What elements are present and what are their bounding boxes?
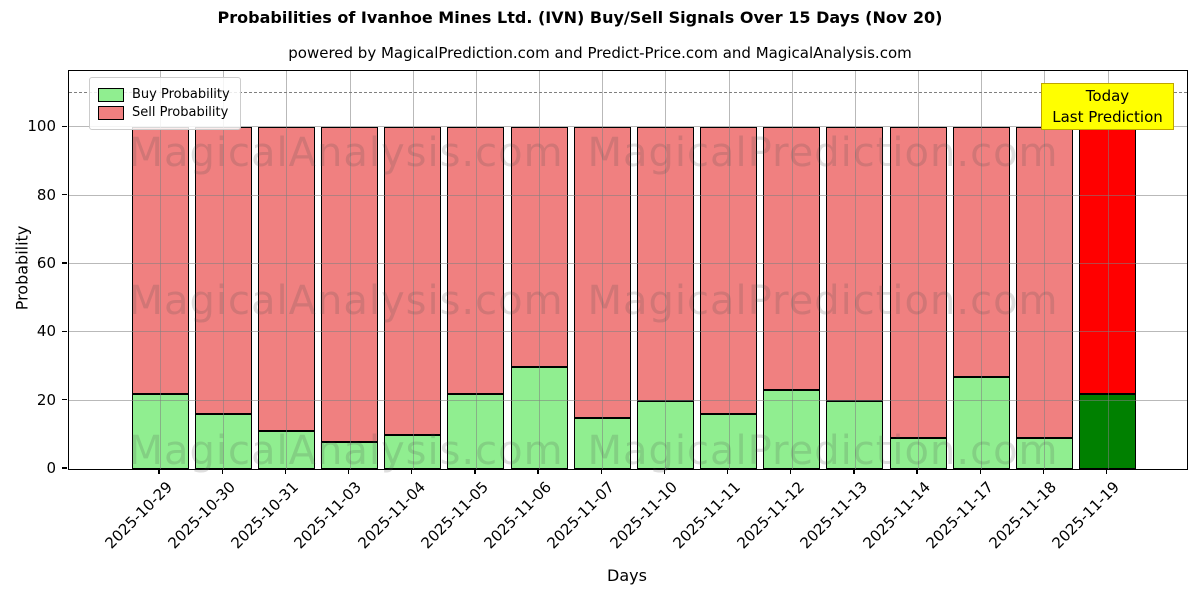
x-tick-label: 2025-11-10: [606, 478, 682, 553]
y-tick-label: 40: [36, 322, 56, 341]
watermark-left: MagicalAnalysis.com: [128, 428, 564, 474]
x-tick-mark: [411, 469, 413, 474]
legend-label-buy: Buy Probability: [132, 87, 230, 102]
x-tick-label: 2025-11-19: [1048, 478, 1124, 553]
chart-subtitle: powered by MagicalPrediction.com and Pre…: [288, 44, 912, 62]
vertical-gridline: [1107, 71, 1109, 469]
x-tick-label: 2025-10-29: [101, 478, 176, 553]
watermark-left: MagicalAnalysis.com: [128, 130, 564, 176]
vertical-gridline: [1044, 71, 1046, 469]
x-tick-mark: [916, 469, 918, 474]
x-tick-mark: [1105, 469, 1108, 474]
y-tick-mark: [62, 330, 67, 332]
chart-title: Probabilities of Ivanhoe Mines Ltd. (IVN…: [217, 8, 943, 27]
buy-swatch-icon: [98, 87, 124, 102]
x-tick-label: 2025-11-18: [985, 478, 1061, 553]
x-tick-mark: [663, 469, 666, 474]
legend: Buy Probability Sell Probability: [89, 77, 241, 130]
x-tick-mark: [790, 469, 792, 474]
x-tick-label: 2025-10-30: [164, 478, 239, 553]
today-annotation-line2: Last Prediction: [1052, 108, 1163, 126]
x-tick-label: 2025-11-06: [480, 478, 555, 553]
y-tick-label: 20: [36, 390, 56, 409]
x-tick-mark: [221, 469, 223, 474]
x-tick-label: 2025-11-03: [290, 478, 366, 553]
x-tick-mark: [853, 469, 855, 474]
vertical-gridline: [665, 71, 667, 469]
legend-item-sell: Sell Probability: [98, 105, 230, 120]
vertical-gridline: [981, 71, 983, 469]
y-tick-mark: [62, 262, 67, 264]
y-tick-label: 80: [36, 185, 56, 204]
x-tick-label: 2025-11-04: [354, 478, 429, 553]
plot-area: Buy Probability Sell Probability Today L…: [68, 70, 1188, 474]
x-tick-mark: [158, 469, 160, 474]
today-annotation-line1: Today: [1085, 87, 1130, 105]
legend-item-buy: Buy Probability: [98, 87, 230, 102]
y-tick-label: 60: [36, 254, 56, 272]
dashed-threshold-line: [69, 92, 1187, 94]
vertical-gridline: [539, 71, 540, 469]
x-tick-label: 2025-11-13: [796, 478, 871, 553]
horizontal-gridline: [69, 194, 1187, 196]
watermark-left: MagicalAnalysis.com: [128, 278, 564, 324]
x-tick-label: 2025-11-07: [543, 478, 618, 553]
x-tick-mark: [1042, 469, 1045, 474]
x-tick-label: 2025-10-31: [227, 478, 303, 553]
x-tick-mark: [726, 469, 729, 474]
x-tick-label: 2025-11-11: [669, 478, 745, 553]
vertical-gridline: [286, 71, 288, 469]
vertical-gridline: [602, 71, 604, 469]
horizontal-gridline: [69, 399, 1187, 401]
y-tick-mark: [62, 194, 67, 196]
sell-swatch-icon: [98, 105, 124, 120]
vertical-gridline: [854, 71, 856, 469]
x-tick-label: 2025-11-05: [417, 478, 492, 553]
x-tick-mark: [537, 469, 539, 474]
x-tick-label: 2025-11-14: [859, 478, 934, 553]
vertical-gridline: [412, 71, 414, 469]
vertical-gridline: [223, 71, 225, 469]
legend-label-sell: Sell Probability: [132, 105, 229, 120]
y-tick-mark: [62, 125, 67, 128]
horizontal-gridline: [69, 331, 1187, 333]
watermark-right: MagicalPrediction.com: [587, 278, 1059, 324]
y-tick-mark: [62, 399, 67, 401]
vertical-gridline: [160, 71, 161, 469]
vertical-gridline: [791, 71, 793, 469]
vertical-gridline: [918, 71, 919, 469]
horizontal-gridline: [69, 126, 1187, 128]
vertical-gridline: [475, 71, 477, 469]
x-tick-mark: [347, 469, 350, 474]
x-tick-label: 2025-11-12: [733, 478, 808, 553]
today-annotation: Today Last Prediction: [1041, 83, 1174, 130]
x-tick-mark: [979, 469, 981, 474]
x-tick-mark: [474, 469, 476, 474]
vertical-gridline: [349, 71, 351, 469]
watermark-right: MagicalPrediction.com: [587, 428, 1059, 474]
x-tick-label: 2025-11-17: [922, 478, 997, 553]
x-tick-mark: [284, 469, 286, 474]
x-tick-mark: [600, 469, 602, 474]
y-tick-label: 100: [27, 117, 56, 136]
x-axis-label: Days: [607, 566, 647, 585]
horizontal-gridline: [69, 263, 1187, 264]
y-tick-label: 0: [46, 459, 56, 477]
watermark-right: MagicalPrediction.com: [587, 130, 1059, 176]
y-tick-mark: [62, 467, 67, 469]
vertical-gridline: [728, 71, 730, 469]
